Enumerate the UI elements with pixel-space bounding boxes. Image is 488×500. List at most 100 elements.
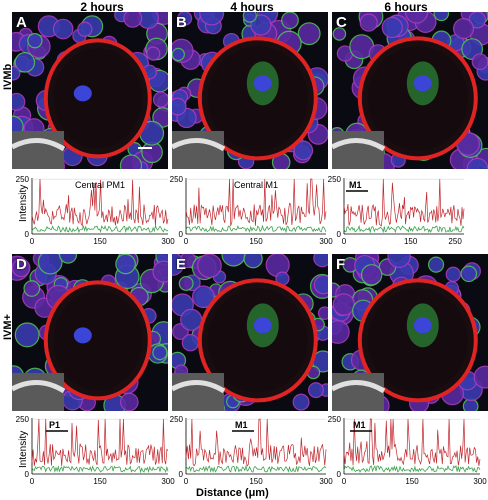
annotation-label: Central M1 — [234, 180, 278, 190]
panel-label: E — [176, 256, 187, 273]
green-trace — [343, 224, 465, 234]
chromatin — [413, 317, 432, 334]
cumulus-cell — [473, 365, 488, 389]
cumulus-cell — [307, 382, 324, 399]
annotation-label: Central PM1 — [75, 180, 125, 190]
cumulus-cell — [281, 12, 299, 30]
x-tick-label: 150 — [93, 237, 107, 246]
cumulus-cell — [119, 392, 139, 411]
panel-label: C — [336, 14, 347, 31]
x-tick-label: 0 — [342, 477, 347, 486]
cumulus-cell — [172, 254, 185, 276]
column-header-2h: 2 hours — [80, 0, 124, 14]
cumulus-cell — [52, 18, 74, 40]
intensity-plot: 0 250 0 150 300 P1 — [16, 415, 176, 486]
zona-inset-band — [332, 138, 386, 152]
cumulus-cell — [460, 265, 478, 283]
cumulus-cell — [242, 12, 257, 23]
red-trace — [185, 178, 327, 227]
micrograph-image — [12, 254, 168, 411]
micrograph-image — [172, 254, 328, 411]
x-tick-label: 0 — [30, 477, 35, 486]
annotation-label: M1 — [235, 420, 248, 430]
y-tick-label: 0 — [337, 470, 342, 479]
y-tick-label: 250 — [170, 175, 184, 184]
cumulus-cell — [152, 91, 168, 108]
x-tick-label: 300 — [319, 477, 333, 486]
cumulus-cell — [332, 320, 350, 344]
cumulus-cell — [146, 46, 161, 61]
column-header-6h: 6 hours — [384, 0, 428, 14]
intensity-plot: 0 250 0 150 300 M1 — [170, 415, 334, 486]
zona-inset-band — [172, 138, 226, 152]
red-trace — [185, 418, 327, 467]
micrograph-panel: E — [172, 254, 328, 411]
y-tick-label: 0 — [337, 230, 342, 239]
brightfield-inset — [332, 373, 384, 411]
panel-label: B — [176, 14, 187, 31]
intensity-plot: 0 250 0 150 250 M1 — [328, 175, 465, 246]
cumulus-cell — [427, 256, 445, 273]
panel-label: D — [16, 256, 27, 273]
micrograph-image — [332, 254, 488, 411]
red-trace — [31, 418, 169, 466]
scale-bar — [138, 147, 152, 149]
green-trace — [31, 224, 169, 234]
chromatin — [253, 317, 272, 334]
cumulus-cell — [123, 12, 143, 28]
cumulus-cell — [12, 92, 26, 111]
x-tick-label: 150 — [249, 237, 263, 246]
cumulus-cell — [172, 47, 185, 62]
y-tick-label: 0 — [25, 470, 30, 479]
cumulus-cell — [12, 258, 31, 278]
cumulus-cell — [115, 254, 136, 275]
y-axis-title-top: Intensity — [18, 184, 29, 222]
x-tick-label: 150 — [404, 237, 418, 246]
chromatin — [73, 327, 92, 344]
cumulus-cell — [27, 32, 43, 49]
green-trace — [31, 465, 169, 474]
x-tick-label: 0 — [184, 237, 189, 246]
x-tick-label: 150 — [405, 477, 419, 486]
y-tick-label: 250 — [16, 415, 30, 424]
cumulus-cell — [381, 16, 403, 39]
micrograph-panel: D — [12, 254, 168, 411]
annotation-label: P1 — [49, 420, 60, 430]
cumulus-cell — [221, 254, 246, 267]
annotation-label: M1 — [349, 180, 362, 190]
brightfield-inset — [172, 373, 224, 411]
y-tick-label: 0 — [179, 230, 184, 239]
cumulus-cell — [77, 21, 93, 37]
x-tick-label: 0 — [30, 237, 35, 246]
red-trace — [31, 178, 169, 228]
x-tick-label: 300 — [161, 237, 175, 246]
cumulus-cell — [178, 276, 194, 291]
cumulus-cell — [14, 52, 36, 73]
y-tick-label: 250 — [328, 175, 342, 184]
cumulus-cell — [387, 254, 411, 268]
cumulus-cell — [180, 308, 203, 331]
micrograph-image — [12, 12, 168, 169]
cumulus-cell — [292, 393, 310, 411]
red-trace — [343, 418, 481, 466]
green-trace — [343, 464, 481, 473]
cumulus-cell — [191, 285, 215, 309]
cumulus-cell — [360, 264, 383, 286]
zona-inset-band — [172, 380, 226, 394]
brightfield-inset — [172, 131, 224, 169]
cumulus-cell — [471, 53, 488, 71]
cumulus-cell — [172, 97, 187, 116]
chromatin — [253, 75, 272, 92]
annotation-label: M1 — [353, 420, 366, 430]
cumulus-cell — [332, 293, 356, 316]
cumulus-cell — [23, 280, 41, 297]
micrograph-panel: C — [332, 12, 488, 169]
y-tick-label: 250 — [16, 175, 30, 184]
cumulus-cell — [197, 254, 222, 279]
ooplasm — [53, 48, 142, 149]
y-tick-label: 0 — [179, 470, 184, 479]
x-tick-label: 150 — [93, 477, 107, 486]
intensity-plot: 0 250 0 150 300 Central PM1 — [16, 175, 176, 246]
brightfield-inset — [12, 373, 64, 411]
micrograph-panel: F — [332, 254, 488, 411]
